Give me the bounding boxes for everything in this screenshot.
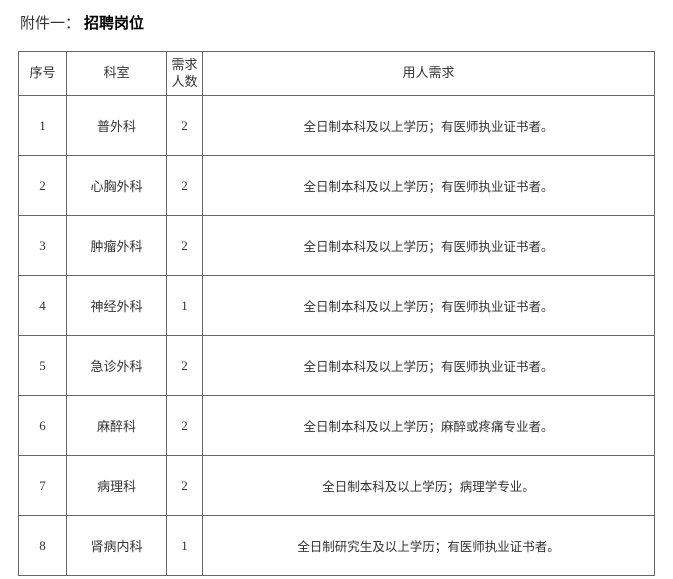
cell-dept: 肿瘤外科: [67, 216, 167, 276]
cell-dept: 肾病内科: [67, 516, 167, 576]
cell-req: 全日制本科及以上学历；麻醉或疼痛专业者。: [203, 396, 655, 456]
cell-count: 2: [167, 336, 203, 396]
table-row: 7 病理科 2 全日制本科及以上学历；病理学专业。: [19, 456, 655, 516]
cell-index: 5: [19, 336, 67, 396]
cell-count: 2: [167, 396, 203, 456]
cell-index: 6: [19, 396, 67, 456]
cell-dept: 心胸外科: [67, 156, 167, 216]
table-row: 1 普外科 2 全日制本科及以上学历；有医师执业证书者。: [19, 96, 655, 156]
cell-dept: 急诊外科: [67, 336, 167, 396]
cell-req: 全日制本科及以上学历；有医师执业证书者。: [203, 336, 655, 396]
col-header-index: 序号: [19, 52, 67, 96]
cell-dept: 病理科: [67, 456, 167, 516]
table-header-row: 序号 科室 需求 人数 用人需求: [19, 52, 655, 96]
cell-req: 全日制本科及以上学历；有医师执业证书者。: [203, 276, 655, 336]
document-title: 附件一： 招聘岗位: [20, 12, 655, 33]
table-row: 5 急诊外科 2 全日制本科及以上学历；有医师执业证书者。: [19, 336, 655, 396]
col-header-dept: 科室: [67, 52, 167, 96]
col-header-req: 用人需求: [203, 52, 655, 96]
cell-req: 全日制本科及以上学历；有医师执业证书者。: [203, 96, 655, 156]
cell-req: 全日制本科及以上学历；有医师执业证书者。: [203, 216, 655, 276]
cell-req: 全日制本科及以上学历；病理学专业。: [203, 456, 655, 516]
cell-count: 2: [167, 96, 203, 156]
cell-dept: 普外科: [67, 96, 167, 156]
cell-dept: 麻醉科: [67, 396, 167, 456]
table-row: 2 心胸外科 2 全日制本科及以上学历；有医师执业证书者。: [19, 156, 655, 216]
cell-index: 8: [19, 516, 67, 576]
cell-req: 全日制本科及以上学历；有医师执业证书者。: [203, 156, 655, 216]
title-prefix: 附件一：: [20, 12, 80, 33]
table-row: 4 神经外科 1 全日制本科及以上学历；有医师执业证书者。: [19, 276, 655, 336]
cell-index: 2: [19, 156, 67, 216]
cell-index: 7: [19, 456, 67, 516]
cell-count: 1: [167, 516, 203, 576]
col-header-count: 需求 人数: [167, 52, 203, 96]
table-row: 3 肿瘤外科 2 全日制本科及以上学历；有医师执业证书者。: [19, 216, 655, 276]
cell-count: 2: [167, 216, 203, 276]
recruitment-table: 序号 科室 需求 人数 用人需求 1 普外科 2 全日制本科及以上学历；有医师执…: [18, 51, 655, 576]
cell-index: 1: [19, 96, 67, 156]
table-row: 6 麻醉科 2 全日制本科及以上学历；麻醉或疼痛专业者。: [19, 396, 655, 456]
cell-index: 4: [19, 276, 67, 336]
table-body: 1 普外科 2 全日制本科及以上学历；有医师执业证书者。 2 心胸外科 2 全日…: [19, 96, 655, 576]
title-main: 招聘岗位: [84, 12, 144, 33]
table-row: 8 肾病内科 1 全日制研究生及以上学历；有医师执业证书者。: [19, 516, 655, 576]
cell-count: 2: [167, 456, 203, 516]
cell-req: 全日制研究生及以上学历；有医师执业证书者。: [203, 516, 655, 576]
cell-dept: 神经外科: [67, 276, 167, 336]
cell-index: 3: [19, 216, 67, 276]
cell-count: 2: [167, 156, 203, 216]
cell-count: 1: [167, 276, 203, 336]
